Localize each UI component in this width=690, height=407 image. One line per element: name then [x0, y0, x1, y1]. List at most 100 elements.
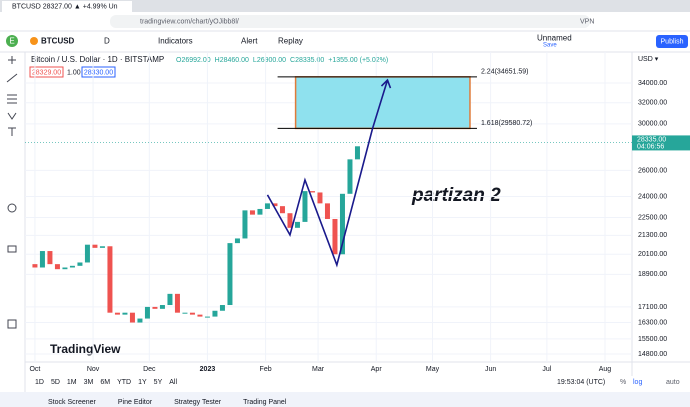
candle: [152, 306, 158, 309]
candle: [204, 316, 210, 318]
magnet-tool[interactable]: [7, 245, 17, 253]
countdown: 04:06:56: [637, 143, 664, 150]
candle: [234, 238, 240, 244]
publish[interactable]: Publish: [661, 38, 684, 45]
range-button[interactable]: 1D: [35, 379, 44, 386]
spread: 1.00: [67, 69, 81, 76]
indicators[interactable]: Indicators: [158, 37, 193, 46]
candle: [347, 159, 353, 194]
candle: [242, 210, 248, 239]
x-tick-label: Oct: [29, 366, 40, 373]
panel-tab[interactable]: Pine Editor: [118, 399, 153, 406]
chart-title: Bitcoin / U.S. Dollar · 1D · BITSTAMP: [31, 55, 164, 64]
panel-tab[interactable]: Trading Panel: [243, 399, 287, 406]
ohlc-value: L26900.00: [253, 57, 286, 64]
last-price-label: 28335.00: [637, 136, 666, 143]
candle: [84, 244, 90, 263]
panel-bar: [0, 392, 690, 407]
line-tool[interactable]: [6, 73, 18, 83]
candle: [332, 218, 338, 255]
sell-price[interactable]: 28329.00: [32, 69, 61, 76]
candle: [47, 251, 53, 265]
candle: [167, 293, 173, 306]
text-tool[interactable]: [8, 127, 16, 136]
candle: [92, 244, 98, 248]
ohlc-value: C28335.00: [290, 57, 324, 64]
range-button[interactable]: YTD: [117, 379, 131, 386]
y-tick-label: 16300.00: [638, 319, 667, 326]
vpn[interactable]: VPN: [580, 18, 594, 25]
candle: [212, 310, 218, 317]
candle: [159, 305, 165, 309]
publish-button[interactable]: [656, 35, 688, 48]
tab[interactable]: [2, 1, 132, 12]
url[interactable]: tradingview.com/chart/yOJibb8l/: [140, 18, 239, 25]
x-tick-label: Apr: [371, 366, 383, 373]
replay[interactable]: Replay: [278, 37, 303, 46]
tab-strip: [0, 0, 690, 12]
candle: [317, 192, 323, 204]
tab-title[interactable]: BTCUSD 28327.00 ▲ +4.99% Un: [12, 3, 118, 10]
candle: [54, 264, 60, 270]
sell-box[interactable]: [29, 66, 64, 78]
range-button[interactable]: 1M: [67, 379, 77, 386]
candle: [39, 251, 45, 268]
x-tick-label: Jun: [485, 366, 496, 373]
y-tick-label: 18900.00: [638, 271, 667, 278]
y-tick-label: 24000.00: [638, 193, 667, 200]
candle: [294, 221, 300, 228]
currency[interactable]: USD ▾: [638, 56, 659, 63]
fib-tool[interactable]: [7, 94, 17, 104]
ohlc: O26992.00 H28460.00 L26900.00 C28335.00 +135…: [176, 57, 388, 64]
y-tick-label: 34000.00: [638, 80, 667, 87]
fib-label: 2.24(34651.59): [481, 69, 528, 76]
symbol[interactable]: BTCUSD: [41, 37, 75, 46]
panel-tab[interactable]: Strategy Tester: [174, 399, 222, 406]
range-button[interactable]: All: [169, 379, 177, 386]
candle: [197, 314, 203, 317]
ohlc-value: H28460.00: [215, 57, 249, 64]
avatar[interactable]: [6, 35, 18, 47]
x-tick-label: Feb: [260, 366, 272, 373]
save[interactable]: Save: [543, 43, 557, 49]
x-tick-label: Jul: [542, 366, 551, 373]
candle: [309, 191, 315, 193]
last-price-box: [632, 135, 690, 151]
pattern-line: [266, 79, 389, 268]
candle: [144, 306, 150, 319]
drawing-tools: [6, 56, 18, 329]
pattern-tool[interactable]: [7, 112, 17, 120]
percent[interactable]: %: [620, 379, 626, 386]
arrow-head: [380, 78, 392, 89]
range-button[interactable]: 3M: [84, 379, 94, 386]
buy-price[interactable]: 28330.00: [84, 69, 113, 76]
fib-label: 1.618(29580.72): [481, 120, 532, 127]
panel-tab[interactable]: Stock Screener: [48, 399, 97, 406]
y-tick-label: 26000.00: [638, 167, 667, 174]
log-toggle[interactable]: log: [633, 379, 642, 386]
x-tick-label: Mar: [312, 366, 325, 373]
ohlc-value: O26992.00: [176, 57, 211, 64]
candle: [99, 246, 105, 248]
candle: [287, 213, 293, 228]
avatar-letter[interactable]: E: [9, 37, 14, 46]
range-button[interactable]: 1Y: [138, 379, 147, 386]
cursor-tool[interactable]: [8, 56, 16, 64]
candle: [69, 265, 75, 268]
clock: 19:53:04 (UTC): [557, 379, 605, 386]
url-field[interactable]: [110, 15, 590, 28]
trash-tool[interactable]: [7, 319, 17, 329]
alert[interactable]: Alert: [241, 37, 258, 46]
range-button[interactable]: 5D: [51, 379, 60, 386]
candle: [302, 191, 308, 222]
range-button[interactable]: 6M: [100, 379, 110, 386]
measure-tool[interactable]: [7, 203, 17, 213]
buy-box[interactable]: [81, 66, 116, 78]
auto-toggle[interactable]: auto: [666, 379, 680, 386]
range-button[interactable]: 5Y: [154, 379, 163, 386]
interval[interactable]: D: [104, 37, 110, 46]
layout-name[interactable]: Unnamed: [537, 34, 572, 43]
x-tick-label: Aug: [599, 366, 612, 373]
